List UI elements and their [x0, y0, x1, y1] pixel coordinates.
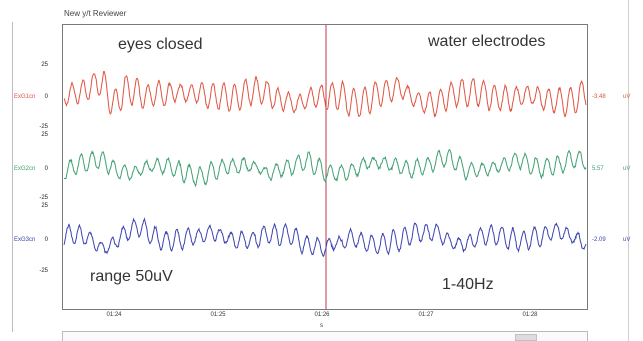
channel-3-trace [63, 217, 587, 257]
window-title: New y/t Reviewer [64, 9, 127, 18]
channel-2-zero: 0 [44, 166, 48, 172]
channel-1-scale-bottom: -25 [39, 124, 48, 130]
annotation-range: range 50uV [90, 268, 173, 285]
channel-2-scale-bottom: -25 [39, 195, 48, 201]
channel-1-scale-top: 25 [41, 62, 48, 68]
channel-3-value: -2.09 [592, 237, 606, 243]
channel-3-unit: uV [623, 237, 631, 243]
channel-2-trace [63, 148, 587, 188]
x-tick-0: 01:24 [106, 312, 122, 318]
x-tick-4: 01:28 [522, 312, 538, 318]
channel-2-name[interactable]: ExG2cn [14, 166, 36, 172]
channel-1-value: -3.48 [592, 94, 606, 100]
channel-2-unit: uV [623, 166, 631, 172]
annotation-eyes-closed: eyes closed [118, 36, 203, 53]
channel-3-scale-bottom: -25 [39, 268, 48, 274]
channel-1-zero: 0 [44, 94, 48, 100]
horizontal-scrollbar[interactable] [62, 331, 588, 341]
channel-3-scale-top: 25 [41, 203, 48, 209]
left-border [12, 22, 13, 332]
annotation-water-electrodes: water electrodes [428, 33, 546, 50]
annotation-filter: 1-40Hz [442, 276, 494, 293]
channel-2-value: 5.57 [592, 166, 604, 172]
channel-3-zero: 0 [44, 237, 48, 243]
channel-2-scale-top: 25 [41, 132, 48, 138]
channel-1-unit: uV [623, 94, 631, 100]
channel-3-name[interactable]: ExG3cn [14, 237, 36, 243]
x-tick-2: 01:26 [314, 312, 330, 318]
x-axis-unit: s [320, 323, 323, 329]
x-tick-3: 01:27 [418, 312, 434, 318]
channel-1-trace [63, 70, 587, 118]
channel-1-name[interactable]: ExG1cn [14, 94, 36, 100]
x-tick-1: 01:25 [210, 312, 226, 318]
right-border [628, 0, 629, 341]
scrollbar-thumb[interactable] [515, 334, 537, 341]
